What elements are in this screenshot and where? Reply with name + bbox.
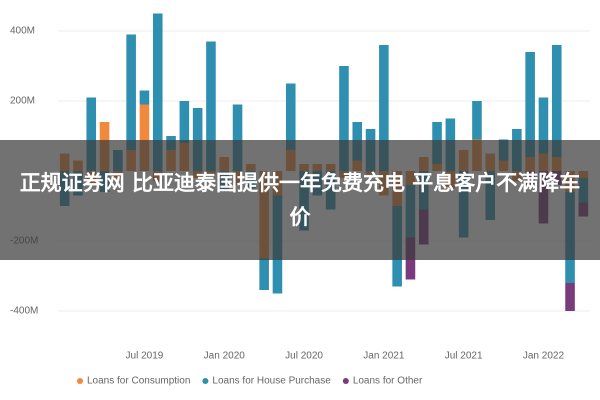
x-tick-label: Jul 2020 — [285, 351, 323, 362]
bar-segment — [126, 34, 136, 150]
legend-label: Loans for Consumption — [87, 376, 190, 387]
x-tick-label: Jan 2022 — [523, 351, 565, 362]
bar-segment — [339, 66, 349, 171]
y-tick-label: 400M — [10, 26, 35, 37]
bar-segment — [232, 104, 243, 171]
legend-swatch — [202, 378, 209, 384]
x-tick-label: Jul 2019 — [126, 351, 164, 362]
headline-banner: 正规证券网 比亚迪泰国提供一年免费充电 平息客户不满降车价 — [0, 140, 600, 260]
bar-segment — [525, 52, 535, 157]
y-tick-label: -400M — [10, 306, 38, 317]
bar-segment — [192, 108, 203, 171]
bar-segment — [179, 101, 190, 143]
x-tick-label: Jan 2020 — [204, 351, 246, 362]
bar-segment — [259, 258, 269, 290]
bar-segment — [472, 101, 482, 140]
legend-label: Loans for Other — [353, 376, 423, 387]
bar-segment — [139, 90, 150, 105]
x-tick-label: Jul 2021 — [445, 351, 483, 362]
legend-swatch — [342, 378, 349, 384]
bar-segment — [551, 45, 562, 157]
x-tick-label: Jan 2021 — [363, 351, 405, 362]
legend-swatch — [77, 378, 83, 384]
bar-segment — [285, 83, 296, 150]
bar-segment — [379, 45, 389, 171]
bar-segment — [565, 283, 575, 311]
bar-segment — [206, 41, 216, 171]
bar-segment — [86, 97, 97, 171]
headline: 正规证券网 比亚迪泰国提供一年免费充电 平息客户不满降车价 — [19, 171, 581, 229]
bar-segment — [152, 13, 163, 171]
bar-segment — [139, 104, 150, 171]
y-tick-label: 200M — [10, 96, 35, 107]
bar-segment — [538, 97, 549, 154]
legend-label: Loans for House Purchase — [212, 376, 331, 387]
